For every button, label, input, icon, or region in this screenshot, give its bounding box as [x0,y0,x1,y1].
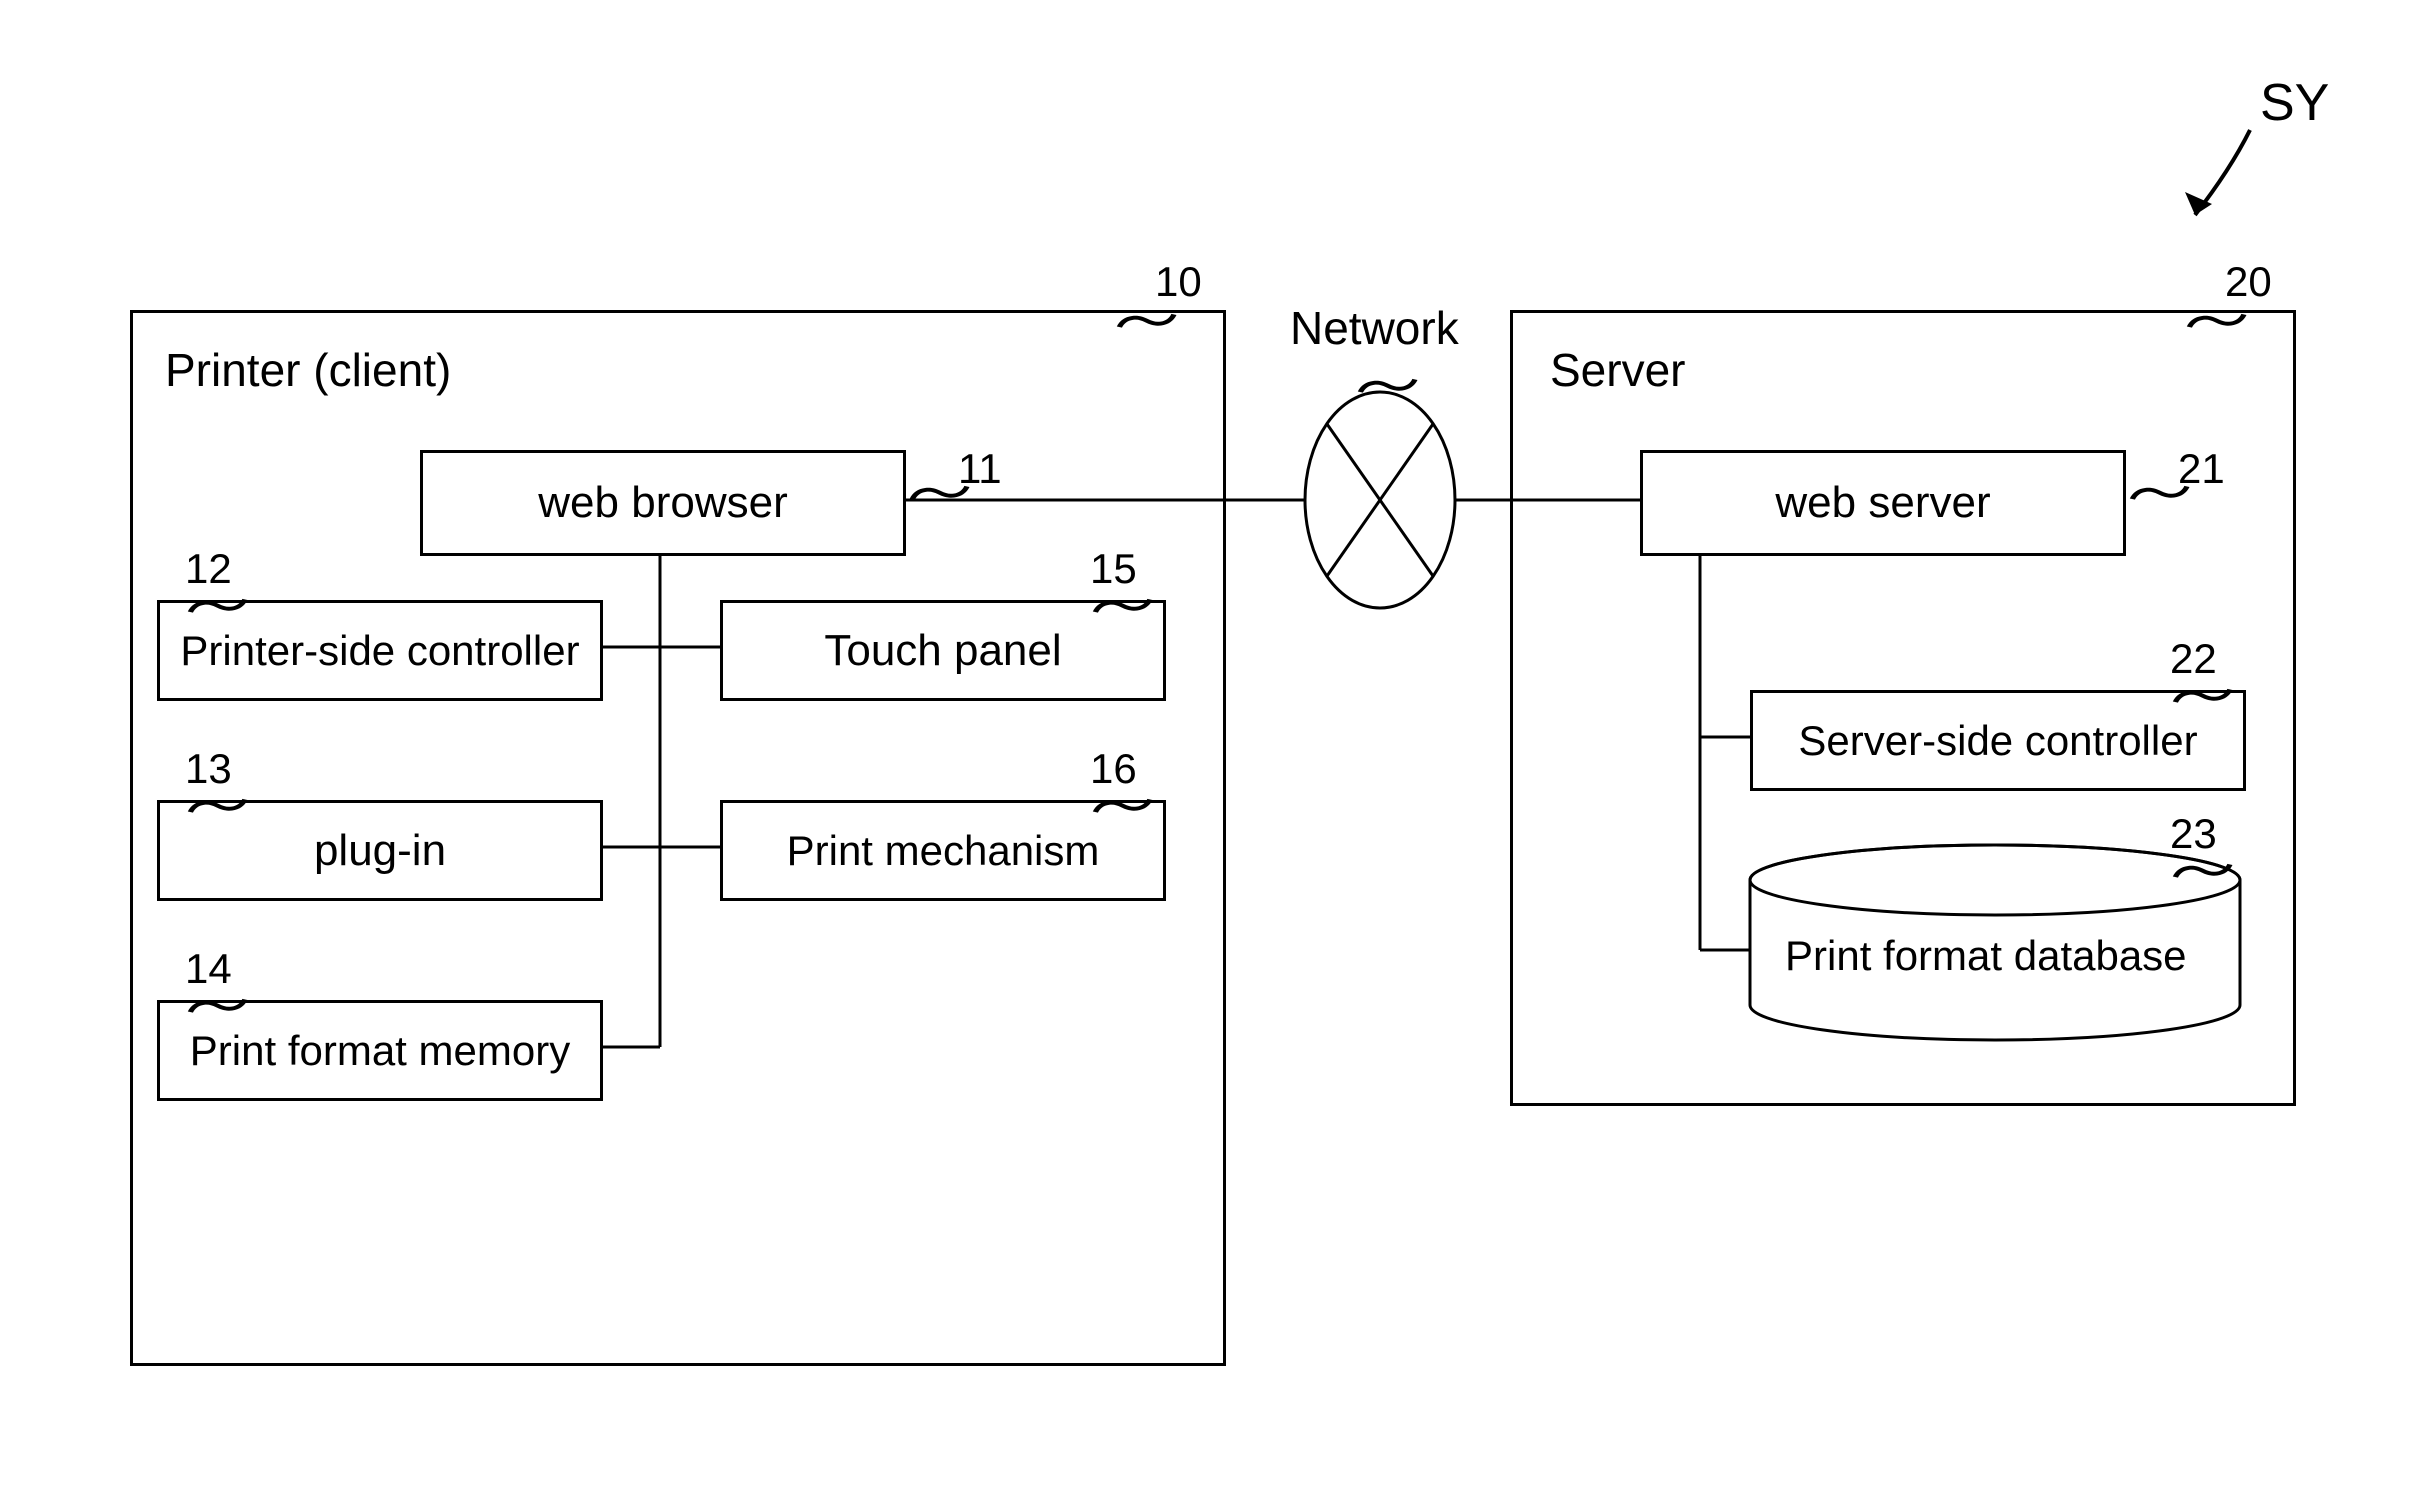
plugin-label: plug-in [314,826,446,876]
printer-title: Printer (client) [165,345,451,396]
web-server-label: web server [1775,478,1990,528]
database-label: Print format database [1785,933,2187,979]
print-mech-label: Print mechanism [787,827,1100,875]
sy-arrow [2185,130,2250,215]
sy-label: SY [2260,75,2329,132]
server-controller-label: Server-side controller [1798,717,2197,765]
web-browser-box: web browser [420,450,906,556]
touch-panel-label: Touch panel [824,626,1061,676]
network-label: Network [1290,303,1459,354]
server-title: Server [1550,345,1685,396]
web-browser-label: web browser [538,478,787,528]
network-symbol [1305,392,1455,608]
web-server-box: web server [1640,450,2126,556]
diagram-canvas: SY Printer (client) 10 〜 web browser 11 … [0,0,2424,1490]
